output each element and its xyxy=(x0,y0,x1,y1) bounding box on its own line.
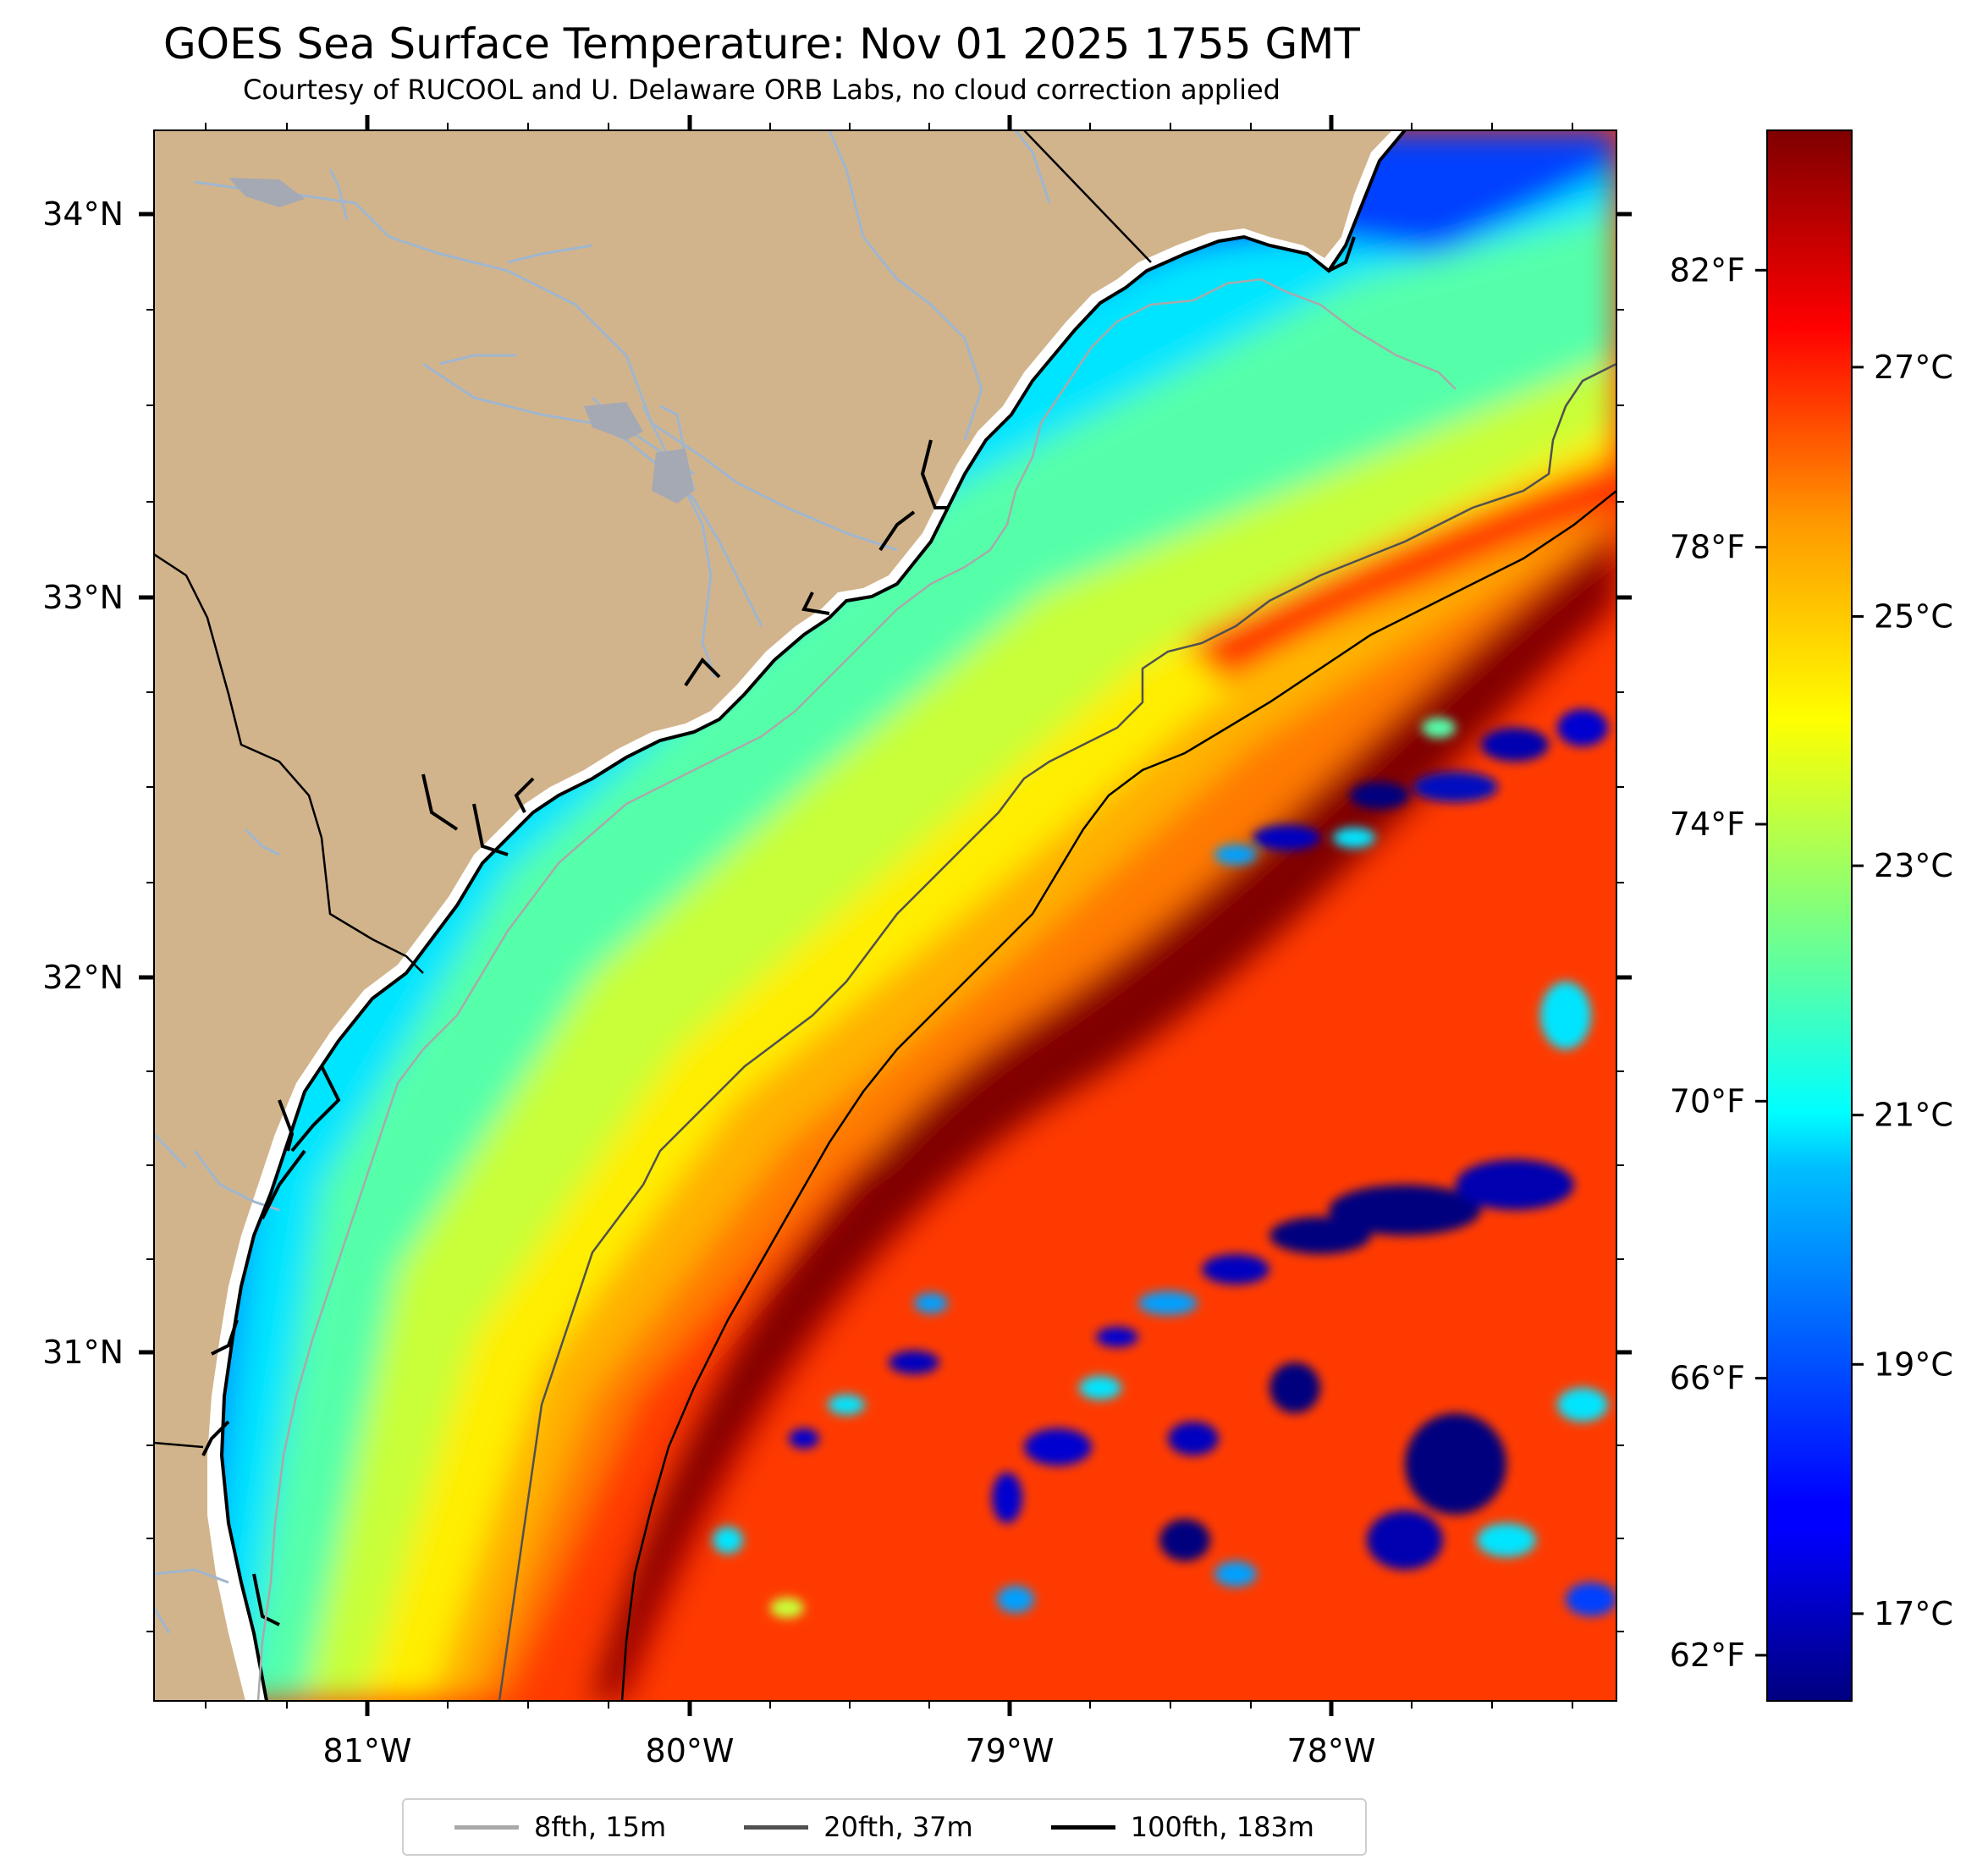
lakes xyxy=(229,178,694,504)
map-frame xyxy=(153,129,1617,1702)
celsius-tick-label: 17°C xyxy=(1874,1595,1953,1632)
state-borders xyxy=(154,130,1152,1449)
sst-map xyxy=(154,130,1616,1701)
page-title: GOES Sea Surface Temperature: Nov 01 202… xyxy=(163,19,1360,69)
celsius-tick-label: 19°C xyxy=(1874,1345,1953,1383)
fahrenheit-tick-label: 62°F xyxy=(1670,1637,1745,1674)
land-mass xyxy=(154,130,1405,1701)
isobath-100fth-183m xyxy=(620,490,1616,1701)
lon-tick-label: 79°W xyxy=(966,1732,1055,1769)
coastline xyxy=(201,130,1407,1701)
celsius-ticks: 27°C 25°C 23°C 21°C 19°C 17°C xyxy=(1852,349,1953,1632)
fahrenheit-tick-label: 70°F xyxy=(1670,1082,1745,1120)
legend-line-icon xyxy=(1050,1824,1115,1830)
isobath-legend: 8fth, 15m 20fth, 37m 100fth, 183m xyxy=(402,1798,1367,1856)
lat-tick-label: 31°N xyxy=(42,1334,124,1371)
longitude-tick-labels: 81°W 80°W 79°W 78°W xyxy=(323,1732,1376,1769)
lat-tick-label: 32°N xyxy=(42,959,124,996)
colorbar-gradient xyxy=(1766,129,1853,1702)
latitude-tick-labels: 34°N 33°N 32°N 31°N xyxy=(42,195,124,1371)
celsius-tick-label: 27°C xyxy=(1874,349,1953,386)
fahrenheit-tick-label: 66°F xyxy=(1670,1360,1745,1397)
lon-tick-label: 78°W xyxy=(1287,1732,1376,1769)
celsius-tick-label: 23°C xyxy=(1874,847,1953,884)
fahrenheit-tick-label: 82°F xyxy=(1670,251,1745,289)
legend-item-100fth: 100fth, 183m xyxy=(1050,1811,1314,1843)
celsius-tick-label: 25°C xyxy=(1874,597,1953,635)
isobath-8fth-15m xyxy=(256,278,1457,1701)
lat-tick-label: 33°N xyxy=(42,579,124,616)
legend-label: 8fth, 15m xyxy=(534,1811,667,1843)
legend-item-8fth: 8fth, 15m xyxy=(454,1811,666,1843)
page-subtitle: Courtesy of RUCOOL and U. Delaware ORB L… xyxy=(243,74,1280,106)
map-minor-ticks xyxy=(146,123,1624,1709)
legend-label: 100fth, 183m xyxy=(1130,1811,1314,1843)
fahrenheit-ticks: 82°F 78°F 74°F 70°F 66°F 62°F xyxy=(1670,251,1767,1674)
legend-label: 20fth, 37m xyxy=(823,1811,973,1843)
fahrenheit-tick-label: 78°F xyxy=(1670,529,1745,566)
legend-line-icon xyxy=(744,1824,809,1830)
lat-tick-label: 34°N xyxy=(42,195,124,233)
lon-tick-label: 80°W xyxy=(646,1732,735,1769)
rivers xyxy=(154,130,1051,1634)
celsius-tick-label: 21°C xyxy=(1874,1097,1953,1134)
isobath-20fth-37m xyxy=(498,362,1616,1701)
colorbar: 27°C 25°C 23°C 21°C 19°C 17°C 82°F 78°F 74°F 70°… xyxy=(1670,129,1953,1702)
map-major-ticks xyxy=(139,115,1632,1716)
legend-line-icon xyxy=(454,1824,520,1830)
lon-tick-label: 81°W xyxy=(323,1732,412,1769)
fahrenheit-tick-label: 74°F xyxy=(1670,806,1745,843)
legend-item-20fth: 20fth, 37m xyxy=(744,1811,973,1843)
